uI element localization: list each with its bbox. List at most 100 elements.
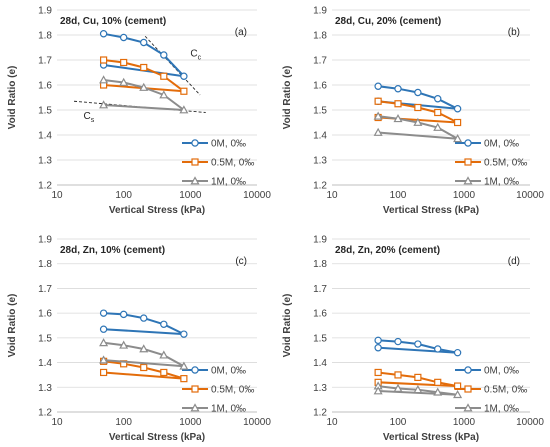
y-tick-label: 1.7 (313, 56, 327, 67)
series-unloading-line (103, 104, 184, 111)
data-point (99, 75, 109, 84)
legend-entry: 0M, 0‰ (182, 366, 246, 377)
x-axis-title: Vertical Stress (kPa) (383, 432, 479, 443)
x-tick-label: 10 (51, 190, 63, 201)
data-point (99, 309, 108, 317)
data-point (119, 77, 129, 86)
data-point (414, 88, 422, 97)
y-tick-label: 1.7 (38, 284, 52, 295)
legend-entry: 1M, 0‰ (182, 403, 246, 415)
data-point (180, 87, 188, 95)
series-2 (373, 381, 463, 399)
legend-entry: 0.5M, 0‰ (182, 158, 254, 169)
x-tick-label: 1000 (453, 190, 476, 201)
legend-marker (191, 366, 199, 374)
data-point (434, 108, 442, 117)
legend-marker (463, 176, 473, 185)
y-tick-label: 1.5 (38, 106, 52, 117)
y-tick-label: 1.6 (38, 81, 52, 92)
legend-marker (191, 385, 199, 393)
data-point (394, 100, 402, 108)
y-tick-label: 1.3 (38, 383, 52, 394)
data-point (140, 38, 148, 47)
y-tick-label: 1.9 (313, 235, 327, 246)
x-tick-label: 1000 (179, 190, 202, 201)
data-point (119, 310, 128, 319)
panel-label: (b) (508, 27, 520, 38)
legend-entry: 1M, 0‰ (455, 403, 519, 415)
x-tick-label: 1000 (179, 417, 202, 428)
series-0 (374, 336, 462, 357)
y-tick-label: 1.4 (38, 358, 52, 369)
data-point (99, 100, 109, 109)
y-tick-label: 1.5 (38, 333, 52, 344)
data-point (434, 378, 442, 386)
legend-marker (191, 158, 199, 166)
x-tick-label: 10000 (243, 190, 271, 201)
series-unloading-line (103, 359, 184, 368)
legend-entry: 0.5M, 0‰ (182, 385, 254, 396)
data-point (374, 97, 382, 105)
data-point (453, 134, 463, 143)
data-point (99, 338, 109, 347)
series-unloading-line (378, 131, 458, 140)
y-tick-label: 1.9 (313, 6, 327, 17)
legend-entry: 1M, 0‰ (455, 176, 519, 188)
y-tick-label: 1.4 (313, 131, 327, 142)
panel-label: (d) (508, 256, 520, 267)
data-point (140, 314, 148, 322)
data-point (180, 72, 188, 80)
data-point (180, 330, 188, 338)
data-point (453, 389, 463, 399)
x-tick-label: 100 (390, 417, 407, 428)
data-point (160, 320, 168, 328)
legend-entry: 0M, 0‰ (455, 139, 519, 150)
series-2 (99, 75, 189, 114)
y-axis-title: Void Ratio (e) (282, 294, 293, 358)
series-unloading-line (378, 346, 458, 354)
data-point (453, 105, 462, 113)
x-tick-label: 100 (390, 190, 407, 201)
y-tick-label: 1.4 (38, 131, 52, 142)
y-tick-label: 1.8 (313, 259, 327, 270)
data-point (180, 375, 188, 383)
x-tick-label: 10000 (243, 417, 271, 428)
data-point (119, 340, 129, 349)
panel-a: 1.2 1.3 1.4 1.5 1.6 1.7 1.8 1.9 10 100 1000 10000 Ve… (7, 6, 271, 217)
legend-label: 1M, 0‰ (211, 404, 246, 415)
x-tick-label: 100 (115, 190, 132, 201)
legend-label: 0.5M, 0‰ (211, 385, 254, 396)
data-point (393, 114, 403, 123)
series-unloading-line (103, 371, 184, 380)
y-tick-label: 1.6 (38, 309, 52, 320)
legend-marker (190, 176, 200, 185)
y-tick-label: 1.2 (38, 181, 52, 192)
data-point (140, 363, 148, 372)
condition-label: 28d, Cu, 10% (cement) (60, 16, 166, 27)
panel-label: (c) (235, 256, 247, 267)
x-tick-label: 10000 (516, 190, 544, 201)
data-point (139, 344, 149, 353)
y-tick-label: 1.3 (38, 156, 52, 167)
legend-marker (463, 403, 473, 412)
y-tick-label: 1.8 (38, 31, 52, 42)
data-point (159, 90, 169, 99)
legend-label: 1M, 0‰ (484, 177, 519, 188)
legend-label: 1M, 0‰ (211, 177, 246, 188)
panel-c: 1.2 1.3 1.4 1.5 1.6 1.7 1.8 1.9 10 100 1000 10000 Ve… (7, 235, 271, 444)
y-axis-title: Void Ratio (e) (7, 66, 18, 130)
data-point (434, 95, 442, 103)
y-tick-label: 1.3 (313, 156, 327, 167)
legend-marker (464, 158, 472, 166)
panel-b: 1.2 1.3 1.4 1.5 1.6 1.7 1.8 1.9 10 100 1000 10000 Ve… (282, 6, 544, 217)
x-axis-title: Vertical Stress (kPa) (109, 205, 205, 216)
data-point (373, 386, 383, 395)
data-point (453, 348, 462, 357)
data-point (119, 33, 128, 42)
data-point (394, 371, 402, 379)
legend-label: 0M, 0‰ (211, 139, 246, 150)
x-tick-label: 10 (51, 417, 63, 428)
data-point (414, 340, 422, 348)
legend-label: 0.5M, 0‰ (211, 158, 254, 169)
